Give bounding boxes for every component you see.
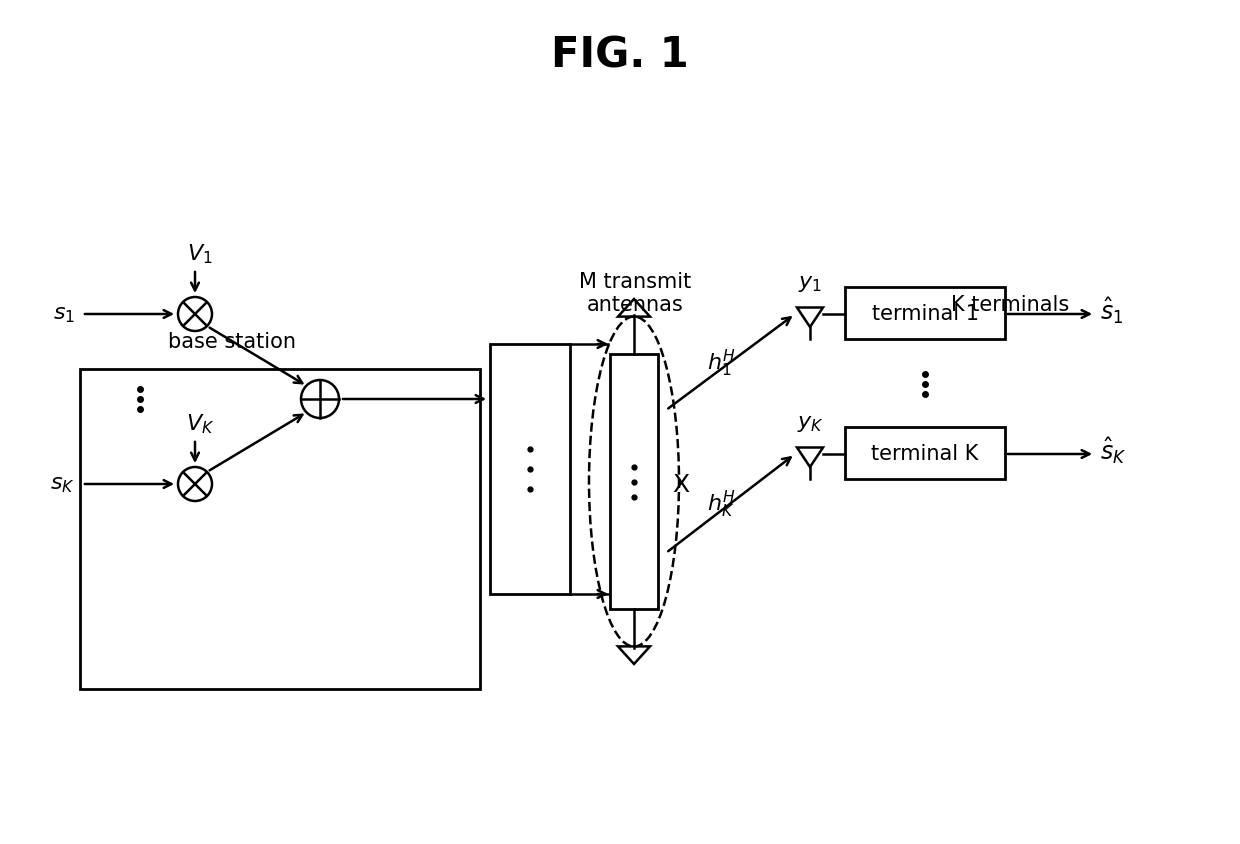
Text: $\hat{s}_1$: $\hat{s}_1$ [1100,295,1123,326]
Text: $V_1$: $V_1$ [187,242,213,266]
Text: $h_K^H$: $h_K^H$ [707,489,735,519]
Bar [610,354,658,609]
Bar [81,370,480,690]
Text: X: X [672,473,689,496]
Text: $y_K$: $y_K$ [796,414,823,434]
Text: $\hat{s}_K$: $\hat{s}_K$ [1100,436,1126,466]
Text: $V_K$: $V_K$ [186,412,215,436]
Text: $s_1$: $s_1$ [53,305,74,325]
Bar [844,288,1004,339]
Text: K terminals: K terminals [951,295,1069,315]
Text: $s_K$: $s_K$ [51,474,74,495]
Text: base station: base station [167,332,296,352]
Text: $h_1^H$: $h_1^H$ [707,347,735,378]
Text: M transmit
antennas: M transmit antennas [579,272,691,315]
Text: terminal K: terminal K [872,443,978,463]
Text: $y_1$: $y_1$ [799,274,822,295]
Bar [490,344,570,594]
Bar [844,428,1004,479]
Text: terminal 1: terminal 1 [872,304,978,323]
Text: FIG. 1: FIG. 1 [551,34,689,76]
